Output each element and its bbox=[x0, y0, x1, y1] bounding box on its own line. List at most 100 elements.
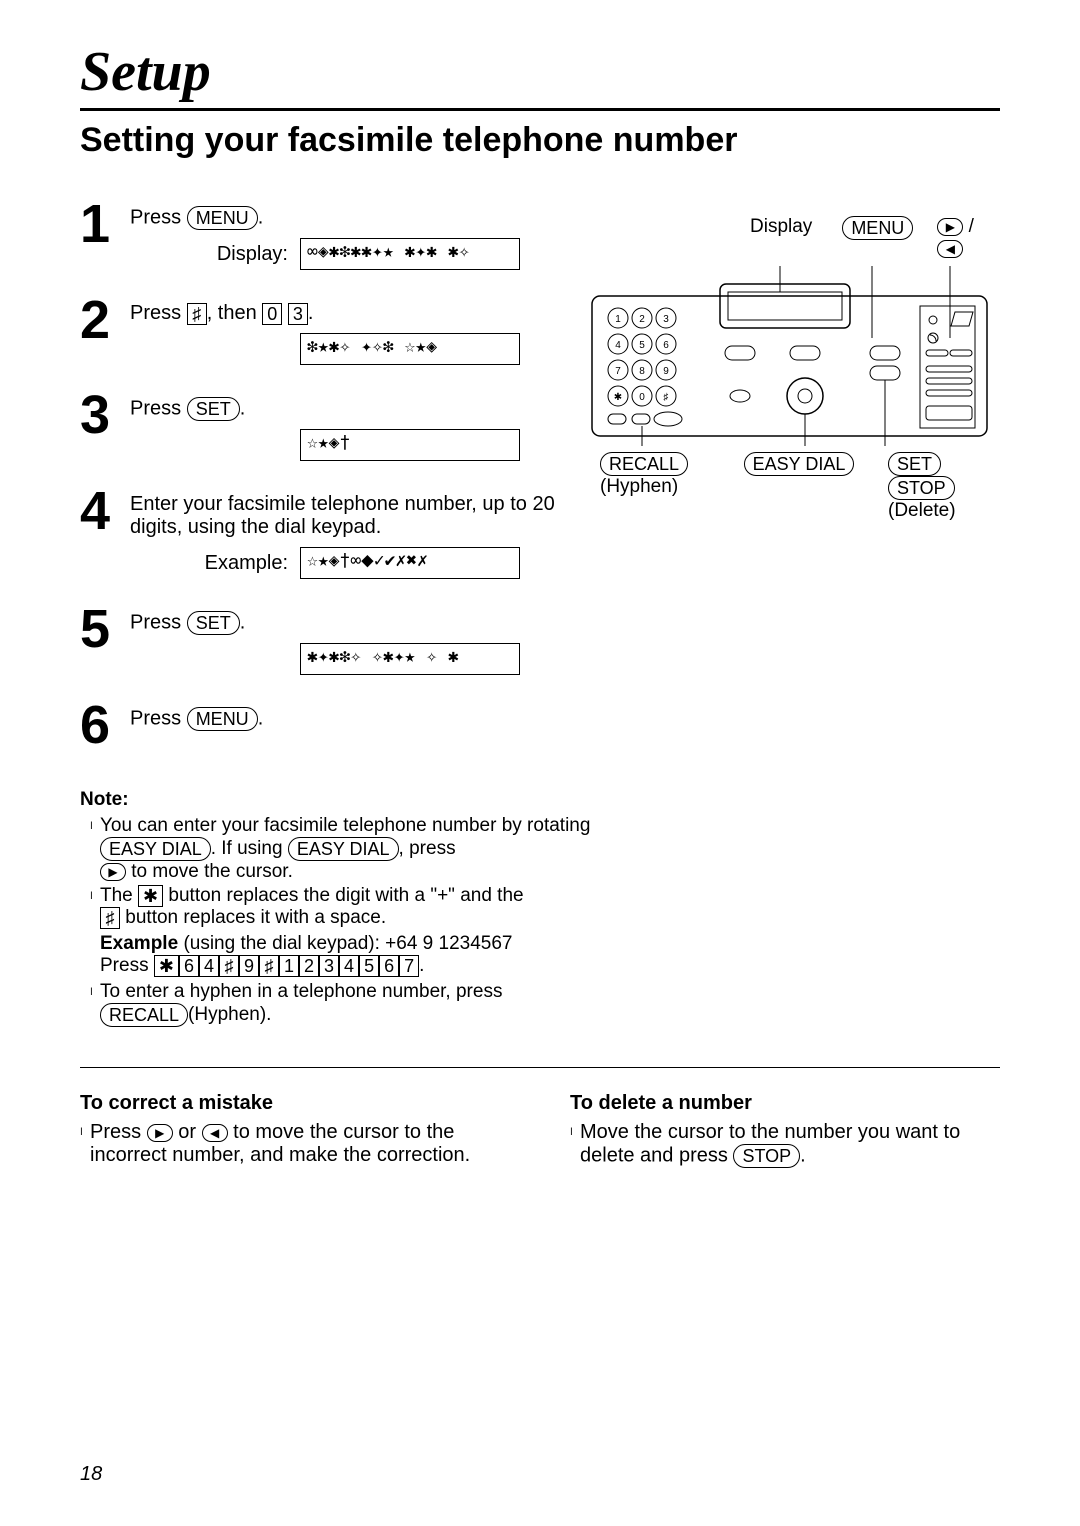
zero-key: 0 bbox=[262, 303, 282, 325]
key: 6 bbox=[379, 955, 399, 977]
display-label: Display: bbox=[130, 243, 300, 266]
svg-text:7: 7 bbox=[615, 366, 621, 377]
note-title: Note: bbox=[80, 789, 600, 811]
svg-text:9: 9 bbox=[663, 366, 669, 377]
display-label: Example: bbox=[130, 552, 300, 575]
key: 1 bbox=[279, 955, 299, 977]
key: 4 bbox=[339, 955, 359, 977]
svg-text:3: 3 bbox=[663, 314, 669, 325]
press-text: Press bbox=[100, 955, 154, 976]
step-1: 1 Press MENU. Display: ∞◈✱❇✱✱✦★ ✱✦✱ ✱✧ bbox=[80, 200, 570, 286]
svg-text:0: 0 bbox=[639, 392, 645, 403]
col-title: To correct a mistake bbox=[80, 1092, 510, 1115]
text: . bbox=[240, 397, 246, 419]
text: , then bbox=[207, 302, 263, 324]
easy-dial-label: EASY DIAL bbox=[744, 452, 855, 476]
set-button: SET bbox=[187, 397, 240, 421]
step-3: 3 Press SET. ☆★◈† bbox=[80, 391, 570, 477]
svg-text:5: 5 bbox=[639, 340, 645, 351]
easy-dial-button: EASY DIAL bbox=[100, 837, 211, 861]
step-num: 1 bbox=[80, 200, 130, 248]
step-4: 4 Enter your facsimile telephone number,… bbox=[80, 487, 570, 595]
delete-label: (Delete) bbox=[888, 500, 956, 522]
note-section: Note: ⅼ You can enter your facsimile tel… bbox=[80, 789, 600, 1027]
text: . bbox=[308, 302, 314, 324]
svg-text:2: 2 bbox=[639, 314, 645, 325]
step-num: 4 bbox=[80, 487, 130, 535]
key: 4 bbox=[199, 955, 219, 977]
right-arrow-icon: ▶ bbox=[100, 863, 126, 881]
menu-label: MENU bbox=[842, 216, 913, 240]
svg-text:✱: ✱ bbox=[614, 392, 622, 403]
set-button: SET bbox=[187, 611, 240, 635]
step-6: 6 Press MENU. bbox=[80, 701, 570, 749]
set-label: SET bbox=[888, 452, 941, 476]
example-bold: Example bbox=[100, 933, 183, 954]
svg-text:♯: ♯ bbox=[664, 392, 669, 403]
text: . bbox=[258, 206, 264, 228]
key-sequence: ✱64♯9♯1234567 bbox=[154, 955, 419, 976]
svg-text:8: 8 bbox=[639, 366, 645, 377]
col-title: To delete a number bbox=[570, 1092, 1000, 1115]
hash-key: ♯ bbox=[187, 303, 207, 325]
recall-label: RECALL bbox=[600, 452, 688, 476]
display-label: Display bbox=[750, 216, 812, 260]
hyphen-label: (Hyphen) bbox=[600, 476, 710, 500]
step-5: 5 Press SET. ✱✦✱❇✧ ✧✱✦★ ✧ ✱ bbox=[80, 605, 570, 691]
page-number: 18 bbox=[80, 1463, 102, 1486]
display-box: ☆★◈† bbox=[300, 429, 520, 461]
text: Press bbox=[130, 302, 187, 324]
easy-dial-button: EASY DIAL bbox=[288, 837, 399, 861]
steps-column: 1 Press MENU. Display: ∞◈✱❇✱✱✦★ ✱✦✱ ✱✧ 2… bbox=[80, 200, 570, 749]
hash-key: ♯ bbox=[100, 907, 120, 929]
key: 2 bbox=[299, 955, 319, 977]
display-box: ✱✦✱❇✧ ✧✱✦★ ✧ ✱ bbox=[300, 643, 520, 675]
svg-text:1: 1 bbox=[615, 314, 621, 325]
text: . bbox=[258, 707, 264, 729]
note-item: ⅼ You can enter your facsimile telephone… bbox=[90, 815, 600, 883]
key: ♯ bbox=[219, 955, 239, 977]
step-2: 2 Press ♯, then 0 3. ❇★✱✧ ✦✧❇ ☆★◈ bbox=[80, 296, 570, 381]
key: ✱ bbox=[154, 955, 179, 977]
right-arrow-icon: ▶ bbox=[937, 218, 963, 236]
stop-button: STOP bbox=[733, 1144, 800, 1168]
step-num: 2 bbox=[80, 296, 130, 344]
text: Press bbox=[130, 397, 187, 419]
svg-text:6: 6 bbox=[663, 340, 669, 351]
key: 9 bbox=[239, 955, 259, 977]
step-num: 6 bbox=[80, 701, 130, 749]
step-num: 3 bbox=[80, 391, 130, 439]
device-diagram: Display MENU ▶ / ◀ 1 2 3 4 5 6 7 8 9 ✱ 0… bbox=[590, 216, 1000, 522]
step-text: Enter your facsimile telephone number, u… bbox=[130, 493, 570, 539]
correct-mistake-col: To correct a mistake ⅼ Press ▶ or ◀ to m… bbox=[80, 1092, 510, 1170]
text: Press bbox=[130, 707, 187, 729]
key: 5 bbox=[359, 955, 379, 977]
key: 7 bbox=[399, 955, 419, 977]
display-box: ❇★✱✧ ✦✧❇ ☆★◈ bbox=[300, 333, 520, 365]
three-key: 3 bbox=[288, 303, 308, 325]
key: ♯ bbox=[259, 955, 279, 977]
left-arrow-icon: ◀ bbox=[937, 240, 963, 258]
text: Press bbox=[130, 611, 187, 633]
bottom-columns: To correct a mistake ⅼ Press ▶ or ◀ to m… bbox=[80, 1092, 1000, 1170]
menu-button: MENU bbox=[187, 707, 258, 731]
device-svg: 1 2 3 4 5 6 7 8 9 ✱ 0 ♯ bbox=[590, 266, 990, 446]
divider bbox=[80, 1067, 1000, 1068]
key: 6 bbox=[179, 955, 199, 977]
step-num: 5 bbox=[80, 605, 130, 653]
svg-text:4: 4 bbox=[615, 340, 621, 351]
left-arrow-icon: ◀ bbox=[202, 1124, 228, 1142]
star-key: ✱ bbox=[138, 885, 163, 907]
page-title-main: Setup bbox=[80, 40, 1000, 111]
text: Press bbox=[130, 206, 187, 228]
stop-label: STOP bbox=[888, 476, 955, 500]
recall-button: RECALL bbox=[100, 1003, 188, 1027]
display-box: ∞◈✱❇✱✱✦★ ✱✦✱ ✱✧ bbox=[300, 238, 520, 270]
page-title-sub: Setting your facsimile telephone number bbox=[80, 121, 1000, 160]
note-item: ⅼ The ✱ button replaces the digit with a… bbox=[90, 885, 600, 929]
menu-button: MENU bbox=[187, 206, 258, 230]
right-arrow-icon: ▶ bbox=[147, 1124, 173, 1142]
note-item: ⅼ To enter a hyphen in a telephone numbe… bbox=[90, 981, 600, 1027]
example-text: (using the dial keypad): +64 9 1234567 bbox=[183, 933, 512, 954]
key: 3 bbox=[319, 955, 339, 977]
